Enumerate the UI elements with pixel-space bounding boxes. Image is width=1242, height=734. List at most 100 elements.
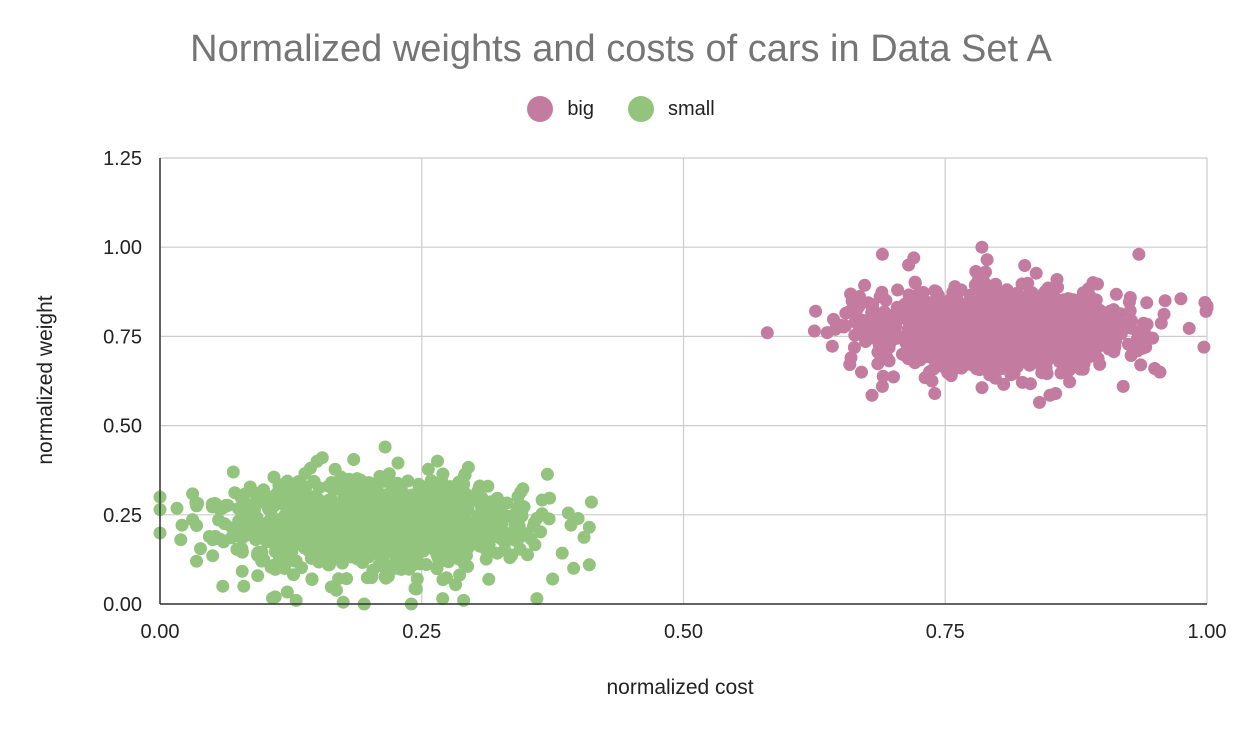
data-point-big: [865, 388, 879, 402]
data-point-small: [282, 494, 296, 508]
data-point-small: [391, 456, 405, 470]
data-point-small: [508, 533, 522, 547]
data-point-small: [340, 572, 354, 586]
y-axis-label: normalized weight: [34, 295, 57, 465]
y-tick-label: 0.75: [103, 326, 142, 348]
data-point-big: [908, 275, 922, 289]
data-point-big: [875, 247, 889, 261]
data-point-small: [318, 505, 332, 519]
data-point-small: [582, 558, 596, 572]
data-point-small: [480, 523, 494, 536]
data-point-big: [871, 357, 885, 371]
data-point-big: [1157, 307, 1171, 321]
data-point-big: [1077, 357, 1091, 371]
data-point-small: [206, 549, 220, 563]
data-point-small: [490, 491, 504, 505]
data-point-small: [416, 537, 430, 551]
data-point-small: [267, 558, 281, 572]
data-point-small: [567, 561, 581, 575]
data-point-big: [908, 309, 922, 323]
data-point-small: [449, 578, 463, 592]
data-point-small: [582, 520, 596, 534]
data-point-big: [968, 309, 981, 323]
data-point-big: [847, 341, 861, 354]
data-point-small: [322, 558, 336, 572]
series-small: [153, 440, 598, 611]
data-point-small: [388, 544, 402, 558]
data-point-small: [235, 518, 248, 532]
data-point-big: [1148, 362, 1162, 375]
legend-item-big[interactable]: big: [527, 96, 594, 122]
data-point-big: [880, 351, 894, 365]
data-point-big: [1122, 295, 1136, 309]
data-point-small: [482, 572, 496, 586]
data-point-big: [988, 346, 1002, 360]
data-point-big: [993, 358, 1007, 372]
data-point-small: [479, 543, 493, 557]
data-point-big: [954, 337, 968, 351]
data-point-big: [1134, 358, 1148, 372]
x-tick-label: 0.75: [926, 621, 965, 643]
data-point-small: [463, 538, 477, 552]
data-point-small: [356, 556, 370, 569]
data-point-small: [186, 513, 200, 527]
data-point-big: [760, 326, 774, 340]
data-point-small: [391, 520, 405, 534]
data-point-small: [269, 540, 283, 554]
data-point-small: [479, 552, 493, 566]
data-point-big: [1037, 333, 1051, 347]
data-point-small: [239, 528, 253, 542]
data-point-big: [945, 301, 959, 315]
data-point-big: [1108, 325, 1122, 339]
data-point-big: [809, 304, 823, 318]
data-point-big: [1025, 286, 1039, 300]
series-big: [760, 240, 1214, 409]
data-point-small: [262, 492, 276, 506]
data-point-small: [175, 518, 189, 532]
data-point-small: [424, 474, 438, 488]
data-point-big: [866, 309, 880, 323]
data-point-big: [849, 315, 863, 329]
y-tick-label: 0.00: [103, 594, 142, 616]
data-point-big: [1103, 304, 1117, 318]
data-point-small: [330, 583, 343, 597]
data-point-big: [1047, 336, 1061, 350]
data-point-small: [347, 453, 361, 466]
data-point-big: [999, 337, 1013, 351]
data-point-small: [342, 475, 355, 488]
x-tick-label: 0.50: [664, 621, 703, 643]
data-point-big: [1124, 314, 1138, 327]
data-point-small: [527, 516, 541, 530]
data-point-big: [976, 334, 990, 348]
data-point-big: [1174, 292, 1188, 306]
data-point-big: [1089, 293, 1103, 307]
data-point-big: [976, 297, 990, 311]
data-point-small: [216, 579, 230, 593]
data-point-small: [479, 502, 493, 515]
data-point-small: [521, 548, 534, 562]
data-point-small: [364, 486, 377, 500]
legend-item-small[interactable]: small: [628, 96, 715, 122]
data-point-big: [955, 318, 969, 332]
data-point-small: [186, 487, 200, 501]
data-point-big: [1116, 379, 1130, 393]
data-point-small: [360, 498, 374, 512]
data-point-big: [1011, 302, 1025, 316]
legend-label-small: small: [668, 97, 715, 120]
data-point-big: [1045, 299, 1059, 313]
data-point-small: [226, 465, 240, 479]
legend: big small: [0, 96, 1242, 122]
data-point-small: [436, 573, 450, 587]
data-point-big: [1005, 359, 1018, 373]
data-point-big: [1053, 320, 1067, 334]
data-point-small: [438, 487, 452, 501]
data-point-small: [437, 553, 451, 567]
x-axis-label: normalized cost: [606, 676, 754, 699]
data-point-small: [421, 462, 435, 476]
legend-swatch-big: [527, 96, 554, 122]
data-point-big: [1029, 324, 1043, 338]
data-point-small: [446, 540, 460, 554]
data-point-big: [858, 324, 872, 338]
data-point-small: [375, 496, 389, 510]
